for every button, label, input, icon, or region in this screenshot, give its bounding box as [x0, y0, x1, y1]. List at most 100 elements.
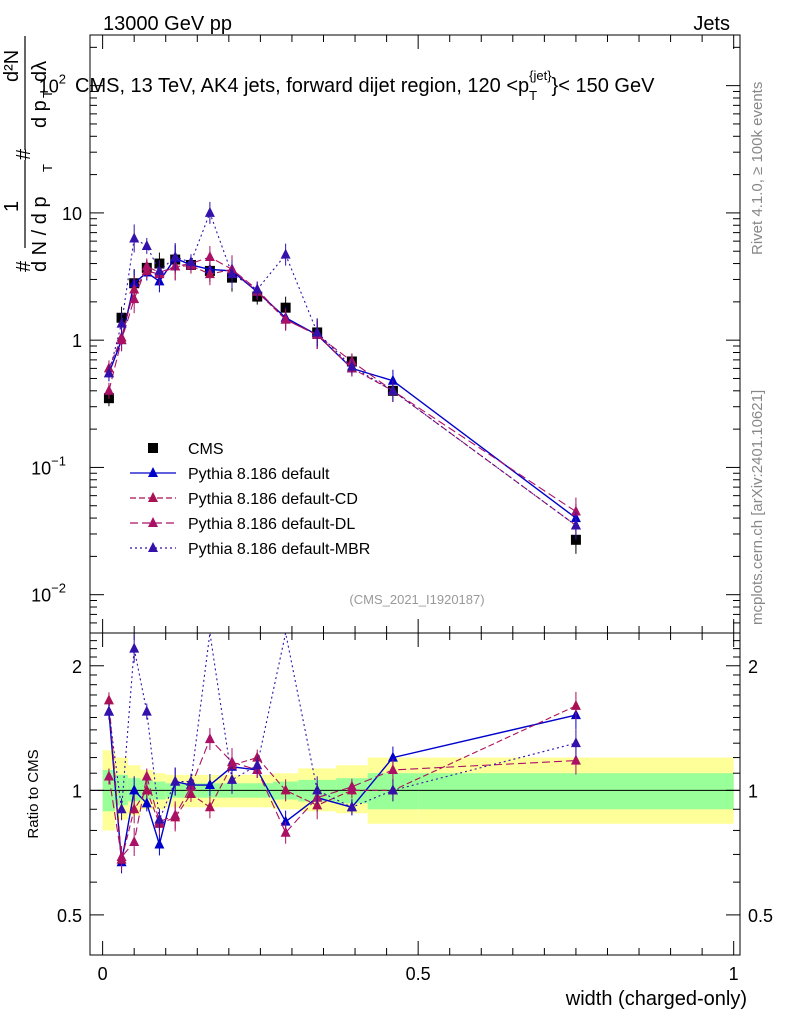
- ratio-point-dl: [280, 826, 291, 837]
- mcplots-label: mcplots.cern.ch [arXiv:2401.10621]: [749, 390, 766, 625]
- ratio-point-default: [141, 797, 152, 808]
- main-point-mbr: [570, 519, 581, 530]
- ratio-point-mbr: [185, 775, 196, 786]
- ratio-series-layer: [103, 632, 581, 874]
- ratio-point-mbr: [387, 784, 398, 795]
- ratio-point-cd: [103, 694, 114, 705]
- ratio-point-dl: [116, 851, 127, 862]
- legend-marker-cd: [148, 492, 158, 502]
- legend-label-mbr: Pythia 8.186 default-MBR: [188, 541, 370, 558]
- ratio-point-cd: [570, 699, 581, 710]
- ratio-point-default: [387, 751, 398, 762]
- ratio-point-mbr: [129, 642, 140, 653]
- ratio-point-dl: [387, 763, 398, 774]
- main-y-tick-label: 102: [39, 72, 66, 97]
- ratio-y-tick-label-right: 1: [748, 781, 758, 801]
- ratio-y-tick-label-right: 2: [748, 657, 758, 677]
- title-subscript: T: [529, 88, 537, 103]
- legend-label-cms: CMS: [188, 441, 224, 458]
- ratio-point-cd: [280, 784, 291, 795]
- ratio-y-axis-label: Ratio to CMS: [25, 749, 42, 838]
- ylabel-one: 1: [1, 201, 23, 212]
- ylabel-d2n: d²N: [1, 50, 23, 82]
- ratio-point-mbr: [154, 813, 165, 824]
- analysis-id-label: (CMS_2021_I1920187): [349, 592, 484, 607]
- ratio-y-tick-label-left: 1: [72, 781, 82, 801]
- ratio-point-mbr: [570, 737, 581, 748]
- ratio-point-mbr: [346, 801, 357, 812]
- ratio-point-dl: [204, 733, 215, 744]
- legend: CMS Pythia 8.186 default Pythia 8.186 defa…: [130, 441, 370, 558]
- ratio-y-tick-label-left: 0.5: [57, 906, 82, 926]
- ratio-point-cd: [129, 803, 140, 814]
- ylabel-dpt-sub: T: [40, 90, 55, 98]
- main-y-tick-label: 10−2: [31, 581, 66, 606]
- main-point-dl: [129, 293, 140, 304]
- ylabel-hash-2: #: [13, 148, 35, 160]
- ratio-point-dl: [129, 836, 140, 847]
- ylabel-hash-1: #: [13, 260, 35, 272]
- ratio-axis-ticks: 0.5 0.5 1 1 2 2 0 0.5 1: [57, 632, 773, 984]
- x-tick-label: 0: [98, 964, 108, 984]
- ylabel-dn-dpt: d N / d p: [29, 196, 51, 272]
- ratio-point-default: [204, 779, 215, 790]
- x-axis-label: width (charged-only): [565, 988, 747, 1010]
- ylabel-dlambda: dλ: [29, 61, 51, 82]
- legend-label-default: Pythia 8.186 default: [188, 466, 330, 483]
- ratio-point-mbr: [141, 705, 152, 716]
- title-superscript: {jet}: [529, 68, 552, 83]
- main-axis-ticks: 10−2 10−1 1 10 102: [31, 35, 740, 634]
- main-point-mbr: [346, 360, 357, 371]
- legend-marker-cms: [148, 443, 158, 453]
- main-point-dl: [280, 313, 291, 324]
- ratio-point-dl: [141, 770, 152, 781]
- main-point-mbr: [129, 232, 140, 243]
- ratio-point-dl: [570, 754, 581, 765]
- legend-label-dl: Pythia 8.186 default-DL: [188, 516, 355, 533]
- ratio-plot-frame: [89, 632, 741, 956]
- main-point-mbr: [252, 283, 263, 294]
- main-point-mbr: [170, 251, 181, 262]
- ratio-point-dl: [103, 770, 114, 781]
- ratio-y-tick-label-left: 2: [72, 657, 82, 677]
- main-point-cms: [570, 534, 581, 545]
- main-line-default: [108, 257, 577, 519]
- ratio-line-mbr: [108, 632, 577, 822]
- legend-marker-default: [148, 467, 158, 477]
- ratio-point-cd: [204, 801, 215, 812]
- main-point-mbr: [154, 264, 165, 275]
- main-y-tick-label: 10: [62, 204, 82, 224]
- main-y-tick-label: 10−1: [31, 453, 66, 478]
- ratio-point-dl: [170, 809, 181, 820]
- ratio-point-mbr: [116, 803, 127, 814]
- main-point-mbr: [103, 367, 114, 378]
- ylabel-dn-dpt-sub: T: [40, 164, 55, 172]
- legend-marker-mbr: [148, 542, 158, 552]
- main-point-dl: [141, 260, 152, 271]
- main-point-mbr: [141, 239, 152, 250]
- main-point-mbr: [204, 206, 215, 217]
- main-y-tick-label: 1: [72, 331, 82, 351]
- ratio-point-default: [129, 784, 140, 795]
- rivet-version-label: Rivet 4.1.0, ≥ 100k events: [749, 82, 766, 255]
- ratio-y-tick-label-right: 0.5: [748, 906, 773, 926]
- ratio-point-default: [154, 838, 165, 849]
- ratio-point-mbr: [312, 784, 323, 795]
- x-tick-label: 1: [729, 964, 739, 984]
- main-series-layer: [103, 201, 581, 554]
- main-point-mbr: [185, 256, 196, 267]
- main-point-cd: [204, 268, 215, 279]
- header-collision-label: 13000 GeV pp: [103, 13, 232, 35]
- main-plot-title: CMS, 13 TeV, AK4 jets, forward dijet reg…: [75, 68, 655, 103]
- ratio-point-cd: [141, 784, 152, 795]
- main-point-mbr: [387, 384, 398, 395]
- main-point-dl: [103, 384, 114, 395]
- main-y-axis-label: # 1 d N / d p T # d p T d²N dλ: [1, 36, 55, 272]
- main-point-mbr: [312, 326, 323, 337]
- main-point-default: [387, 374, 398, 385]
- header-category-label: Jets: [693, 13, 730, 35]
- ratio-point-mbr: [170, 775, 181, 786]
- legend-marker-dl: [148, 517, 158, 527]
- legend-label-cd: Pythia 8.186 default-CD: [188, 491, 358, 508]
